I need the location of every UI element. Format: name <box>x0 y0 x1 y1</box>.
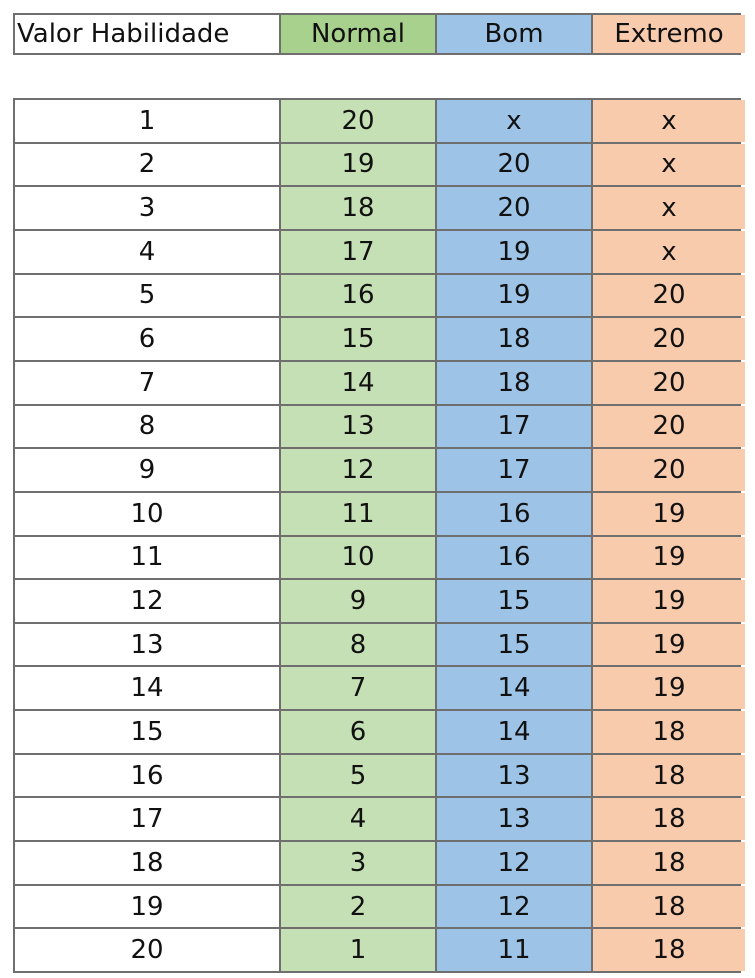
bom-cell: 20 <box>437 143 591 186</box>
header-bom: Bom <box>437 15 591 53</box>
bom-cell: 15 <box>437 580 591 622</box>
extremo-cell: x <box>593 143 745 186</box>
bom-cell: 18 <box>437 361 591 404</box>
normal-cell: 15 <box>281 318 435 360</box>
bom-cell: 19 <box>437 274 591 317</box>
normal-cell: 8 <box>281 623 435 666</box>
valor-habilidade-cell: 18 <box>15 842 279 884</box>
extremo-cell: 18 <box>593 929 745 971</box>
bom-cell: 13 <box>437 754 591 797</box>
extremo-cell: 20 <box>593 318 745 360</box>
normal-cell: 19 <box>281 143 435 186</box>
header-normal: Normal <box>281 15 435 53</box>
bom-cell: 12 <box>437 842 591 884</box>
valor-habilidade-cell: 14 <box>15 667 279 710</box>
extremo-cell: 18 <box>593 885 745 928</box>
extremo-cell: x <box>593 100 745 142</box>
normal-cell: 9 <box>281 580 435 622</box>
extremo-cell: 18 <box>593 754 745 797</box>
extremo-cell: 20 <box>593 361 745 404</box>
valor-habilidade-cell: 20 <box>15 929 279 971</box>
normal-cell: 7 <box>281 667 435 710</box>
extremo-cell: 19 <box>593 667 745 710</box>
normal-cell: 12 <box>281 449 435 491</box>
bom-cell: 12 <box>437 885 591 928</box>
difficulty-table: 1 20 x x 2 19 20 x 3 18 20 x 4 17 19 x 5 16 19 20 6 15 18 20 7 14… <box>13 98 745 973</box>
valor-habilidade-cell: 1 <box>15 100 279 142</box>
bom-cell: 19 <box>437 230 591 273</box>
valor-habilidade-cell: 12 <box>15 580 279 622</box>
valor-habilidade-cell: 3 <box>15 187 279 229</box>
extremo-cell: 18 <box>593 711 745 753</box>
extremo-cell: 18 <box>593 798 745 841</box>
bom-cell: 17 <box>437 405 591 448</box>
normal-cell: 1 <box>281 929 435 971</box>
bom-cell: 14 <box>437 711 591 753</box>
normal-cell: 20 <box>281 100 435 142</box>
bom-cell: x <box>437 100 591 142</box>
normal-cell: 3 <box>281 842 435 884</box>
extremo-cell: 20 <box>593 405 745 448</box>
normal-cell: 18 <box>281 187 435 229</box>
bom-cell: 18 <box>437 318 591 360</box>
bom-cell: 11 <box>437 929 591 971</box>
valor-habilidade-cell: 4 <box>15 230 279 273</box>
valor-habilidade-cell: 11 <box>15 536 279 579</box>
bom-cell: 16 <box>437 492 591 535</box>
valor-habilidade-cell: 9 <box>15 449 279 491</box>
valor-habilidade-cell: 5 <box>15 274 279 317</box>
valor-habilidade-cell: 2 <box>15 143 279 186</box>
normal-cell: 2 <box>281 885 435 928</box>
valor-habilidade-cell: 13 <box>15 623 279 666</box>
extremo-cell: 19 <box>593 623 745 666</box>
normal-cell: 16 <box>281 274 435 317</box>
bom-cell: 17 <box>437 449 591 491</box>
header-row: Valor Habilidade Normal Bom Extremo <box>13 13 745 55</box>
valor-habilidade-cell: 6 <box>15 318 279 360</box>
bom-cell: 16 <box>437 536 591 579</box>
extremo-cell: x <box>593 187 745 229</box>
normal-cell: 11 <box>281 492 435 535</box>
valor-habilidade-cell: 8 <box>15 405 279 448</box>
bom-cell: 15 <box>437 623 591 666</box>
normal-cell: 5 <box>281 754 435 797</box>
extremo-cell: 20 <box>593 274 745 317</box>
header-extremo: Extremo <box>593 15 745 53</box>
valor-habilidade-cell: 15 <box>15 711 279 753</box>
normal-cell: 13 <box>281 405 435 448</box>
extremo-cell: 19 <box>593 580 745 622</box>
valor-habilidade-cell: 17 <box>15 798 279 841</box>
bom-cell: 13 <box>437 798 591 841</box>
normal-cell: 6 <box>281 711 435 753</box>
header-valor-habilidade: Valor Habilidade <box>15 15 279 53</box>
extremo-cell: 20 <box>593 449 745 491</box>
valor-habilidade-cell: 19 <box>15 885 279 928</box>
valor-habilidade-cell: 16 <box>15 754 279 797</box>
bom-cell: 20 <box>437 187 591 229</box>
normal-cell: 17 <box>281 230 435 273</box>
extremo-cell: x <box>593 230 745 273</box>
bom-cell: 14 <box>437 667 591 710</box>
extremo-cell: 19 <box>593 492 745 535</box>
extremo-cell: 18 <box>593 842 745 884</box>
normal-cell: 10 <box>281 536 435 579</box>
normal-cell: 4 <box>281 798 435 841</box>
extremo-cell: 19 <box>593 536 745 579</box>
normal-cell: 14 <box>281 361 435 404</box>
valor-habilidade-cell: 10 <box>15 492 279 535</box>
valor-habilidade-cell: 7 <box>15 361 279 404</box>
